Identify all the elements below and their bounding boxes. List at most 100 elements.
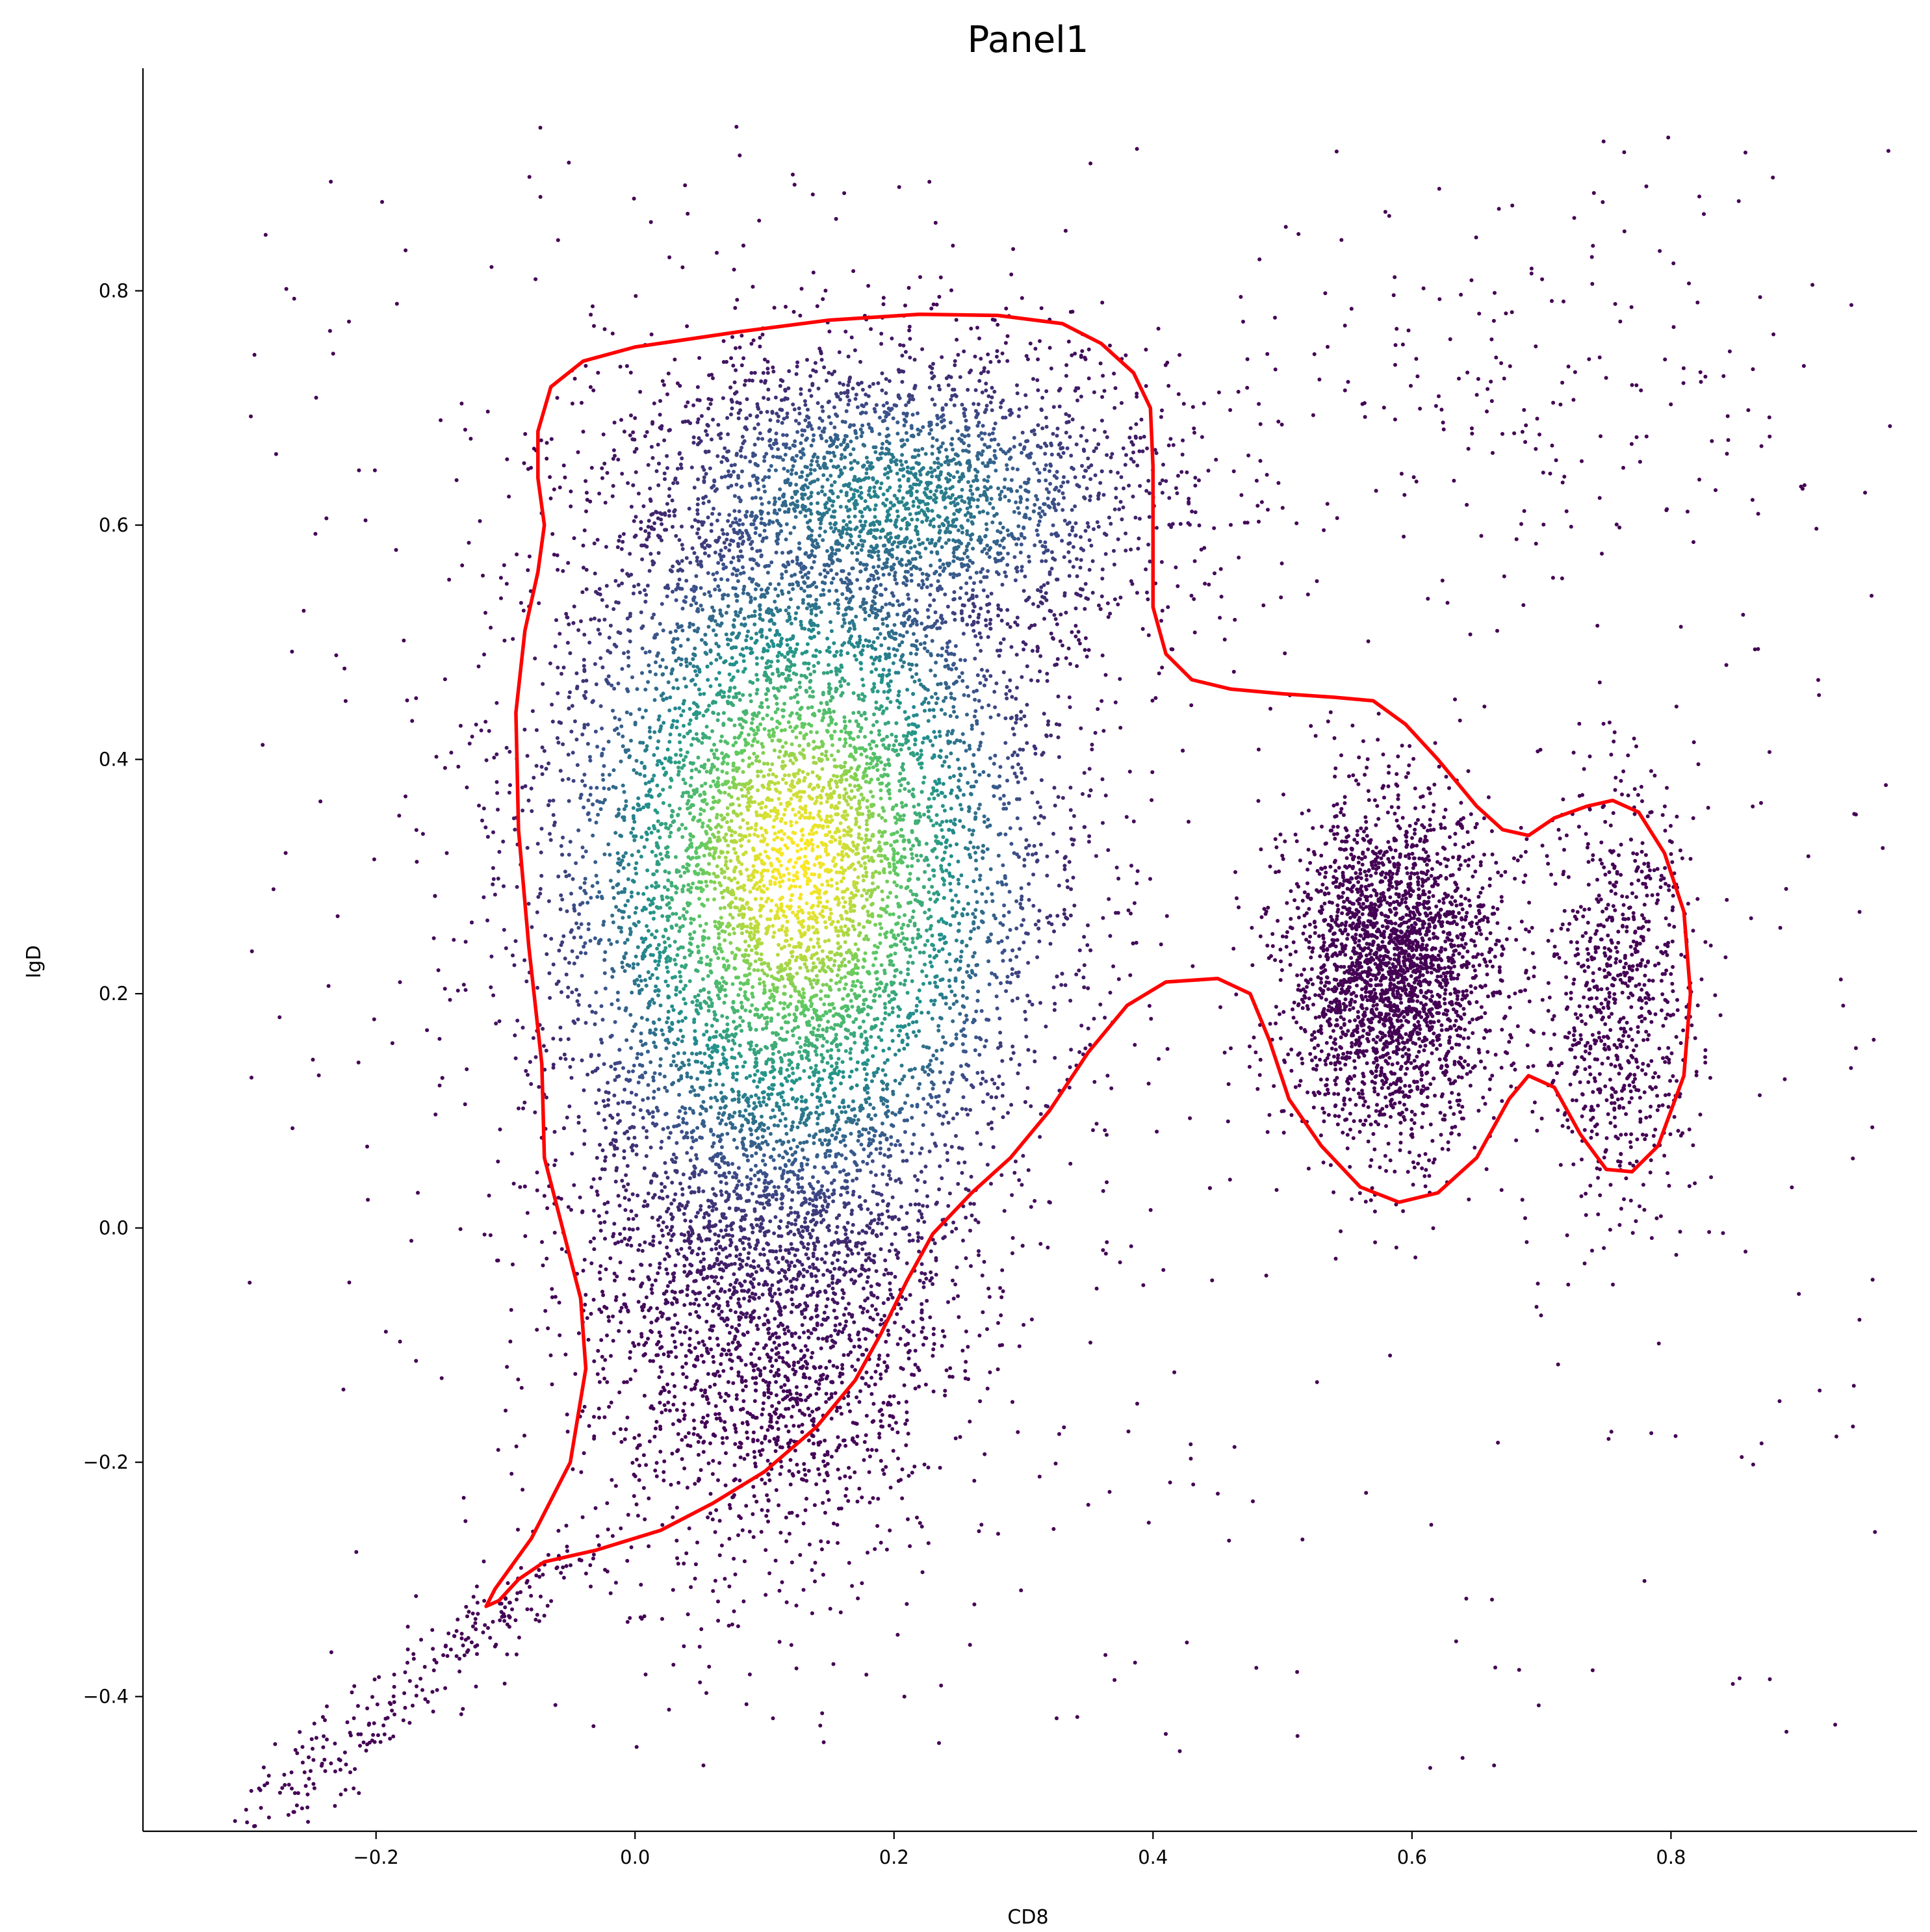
scatter-point <box>682 907 686 911</box>
scatter-point <box>743 720 748 724</box>
scatter-point <box>936 653 940 658</box>
scatter-point <box>883 1005 888 1010</box>
scatter-point <box>626 655 631 660</box>
scatter-point <box>962 603 966 608</box>
scatter-point <box>902 847 907 851</box>
scatter-point <box>973 815 978 819</box>
scatter-point <box>927 954 932 959</box>
scatter-point <box>723 790 727 795</box>
scatter-point <box>977 699 981 703</box>
scatter-point <box>864 779 868 784</box>
scatter-point <box>754 691 759 696</box>
scatter-point <box>640 671 644 675</box>
scatter-point <box>1068 662 1072 666</box>
scatter-point <box>1006 756 1010 760</box>
scatter-point <box>828 950 832 955</box>
scatter-point <box>761 717 766 721</box>
scatter-point <box>529 786 534 791</box>
scatter-point <box>540 772 545 777</box>
scatter-point <box>827 957 832 962</box>
scatter-point <box>874 667 879 671</box>
scatter-point <box>515 1018 520 1023</box>
scatter-point <box>889 980 894 985</box>
scatter-point <box>747 944 751 948</box>
scatter-point <box>643 688 648 692</box>
scatter-point <box>875 719 879 724</box>
scatter-point <box>758 914 763 918</box>
scatter-point <box>893 951 897 956</box>
scatter-point <box>998 1041 1003 1046</box>
scatter-point <box>810 689 815 694</box>
scatter-point <box>736 669 740 673</box>
scatter-point <box>775 719 780 724</box>
scatter-point <box>720 751 725 756</box>
scatter-point <box>682 870 687 875</box>
scatter-point <box>628 639 632 644</box>
scatter-point <box>720 528 725 532</box>
scatter-point <box>749 795 753 799</box>
scatter-point <box>669 823 673 828</box>
scatter-point <box>985 886 990 890</box>
scatter-point <box>828 786 832 790</box>
scatter-point <box>681 1116 686 1121</box>
scatter-point <box>928 739 933 743</box>
scatter-point <box>524 1069 528 1073</box>
scatter-point <box>718 906 723 910</box>
scatter-point <box>809 956 814 960</box>
scatter-point <box>489 625 493 630</box>
scatter-point <box>955 999 959 1004</box>
scatter-point <box>811 816 816 820</box>
scatter-point <box>826 1202 830 1207</box>
scatter-point <box>984 1038 988 1043</box>
scatter-point <box>725 699 730 704</box>
scatter-point <box>950 898 955 903</box>
scatter-point <box>501 840 506 844</box>
scatter-point <box>678 806 682 811</box>
scatter-point <box>829 884 834 888</box>
scatter-point <box>671 719 676 723</box>
scatter-point <box>814 831 819 835</box>
scatter-point <box>624 951 628 955</box>
scatter-point <box>869 670 874 674</box>
scatter-point <box>669 1063 673 1068</box>
scatter-point <box>920 761 924 766</box>
scatter-point <box>728 941 733 945</box>
scatter-point <box>965 623 970 627</box>
scatter-point <box>958 803 962 807</box>
scatter-point <box>953 959 958 963</box>
scatter-point <box>754 1043 759 1048</box>
scatter-point <box>844 852 849 857</box>
scatter-point <box>526 901 531 906</box>
scatter-point <box>711 832 715 837</box>
scatter-point <box>655 976 660 981</box>
scatter-point <box>901 634 905 638</box>
scatter-point <box>1040 753 1044 757</box>
scatter-point <box>877 840 881 845</box>
scatter-point <box>575 763 580 767</box>
scatter-point <box>944 695 948 700</box>
scatter-point <box>871 794 875 799</box>
scatter-point <box>774 903 778 907</box>
scatter-point <box>777 1287 781 1291</box>
scatter-point <box>738 908 742 913</box>
scatter-point <box>790 893 794 897</box>
scatter-point <box>372 857 376 862</box>
scatter-point <box>862 861 867 866</box>
scatter-point <box>611 885 615 890</box>
scatter-point <box>701 943 706 947</box>
scatter-point <box>621 815 625 819</box>
scatter-point <box>701 977 705 981</box>
scatter-point <box>596 812 600 817</box>
scatter-point <box>911 844 916 848</box>
scatter-point <box>877 871 882 875</box>
scatter-point <box>810 705 814 710</box>
scatter-point <box>799 896 803 901</box>
scatter-point <box>838 945 843 949</box>
scatter-point <box>1005 779 1009 783</box>
scatter-point <box>921 884 926 889</box>
scatter-point <box>745 929 749 934</box>
scatter-point <box>675 953 680 957</box>
scatter-point <box>788 758 793 763</box>
scatter-point <box>948 968 953 972</box>
